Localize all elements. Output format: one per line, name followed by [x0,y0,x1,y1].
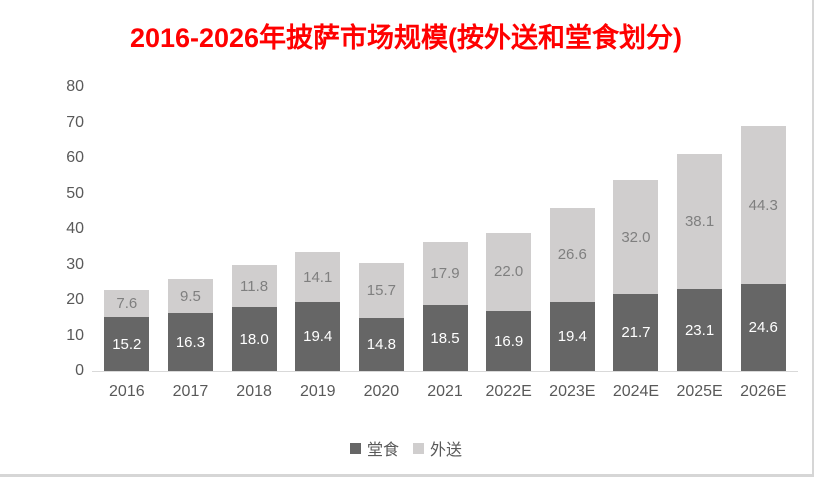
y-axis-tick-label: 80 [66,78,84,95]
y-axis-tick-label: 10 [66,326,84,344]
bar-segment-delivery: 15.7 [358,262,404,319]
x-axis-label: 2016 [109,383,145,400]
bar-segment-dine-in: 21.7 [613,293,659,371]
segment-value-label: 15.7 [366,282,396,300]
segment-value-label: 16.9 [494,332,524,350]
x-axis-label: 2021 [427,383,463,400]
segment-value-label: 18.0 [239,330,269,348]
y-axis-tick-label: 20 [66,291,84,308]
bar-stack-2016: 7.6 15.2 [104,290,150,371]
bar-stack-2022E: 22.0 16.9 [486,232,532,371]
bar-column: 38.1 23.1 [668,87,732,371]
bar-segment-delivery: 11.8 [231,265,277,308]
bar-column: 32.0 21.7 [604,87,668,371]
bar-stack-2021: 17.9 18.5 [422,241,468,371]
legend-label-delivery: 外送 [430,442,463,459]
segment-value-label: 9.5 [180,287,201,305]
segment-value-label: 18.5 [430,329,460,347]
bar-segment-delivery: 26.6 [549,207,595,303]
x-axis: 2016 2017 2018 2019 2020 2021 2022E 2023E 2024E 2… [95,383,795,401]
plot-area: 7.6 15.2 9.5 16.3 11.8 18.0 14.1 19.4 15.7 14.8 17… [95,87,795,371]
segment-value-label: 14.8 [366,336,396,354]
bar-segment-delivery: 7.6 [104,290,150,318]
segment-value-label: 24.6 [748,318,778,336]
bar-segment-dine-in: 24.6 [740,283,786,371]
bar-segment-dine-in: 18.0 [231,307,277,371]
legend: 堂食 外送 [0,436,812,460]
bar-segment-dine-in: 15.2 [104,317,150,371]
legend-label-dine-in: 堂食 [366,442,399,459]
bar-stack-2020: 15.7 14.8 [358,262,404,371]
bar-segment-delivery: 32.0 [613,180,659,294]
x-axis-label: 2020 [363,383,400,400]
y-axis-tick-label: 50 [66,184,84,202]
x-axis-label: 2017 [172,383,209,400]
bar-segment-dine-in: 19.4 [549,302,595,371]
x-axis-label: 2023E [549,383,596,400]
segment-value-label: 44.3 [748,196,778,214]
bar-column: 11.8 18.0 [222,87,286,371]
bar-segment-dine-in: 16.9 [486,311,532,371]
bar-column: 17.9 18.5 [413,87,477,371]
segment-value-label: 7.6 [116,295,138,313]
x-axis-label: 2018 [236,383,272,400]
segment-value-label: 38.1 [684,212,715,230]
bar-segment-dine-in: 14.8 [358,318,404,371]
segment-value-label: 32.0 [621,228,651,246]
bar-segment-delivery: 14.1 [295,252,341,303]
bar-segment-delivery: 44.3 [740,126,786,284]
legend-swatch-delivery [413,442,424,454]
bar-segment-dine-in: 19.4 [295,302,341,371]
segment-value-label: 19.4 [557,328,587,346]
segment-value-label: 14.1 [303,268,333,286]
legend-item-dine-in: 堂食 [349,436,399,460]
segment-value-label: 26.6 [557,246,587,264]
segment-value-label: 23.1 [684,321,715,339]
segment-value-label: 21.7 [621,323,651,341]
bar-column: 9.5 16.3 [159,87,223,371]
x-axis-line [92,371,798,372]
segment-value-label: 22.0 [494,263,524,281]
bar-stack-2018: 11.8 18.0 [231,265,277,371]
segment-value-label: 15.2 [112,335,142,353]
x-axis-label: 2024E [612,383,660,400]
segment-value-label: 16.3 [175,333,206,351]
y-axis-tick-label: 30 [66,255,84,273]
y-axis-tick-label: 0 [75,362,84,379]
y-axis-tick-label: 60 [66,149,84,166]
bar-stack-2019: 14.1 19.4 [295,252,341,371]
bar-stack-2025E: 38.1 23.1 [677,153,723,371]
chart-title: 2016-2026年披萨市场规模(按外送和堂食划分) [129,23,683,53]
legend-swatch-dine-in [349,442,361,454]
bar-column: 7.6 15.2 [95,87,159,371]
segment-value-label: 17.9 [430,265,460,283]
bar-segment-dine-in: 18.5 [422,305,468,371]
bar-column: 26.6 19.4 [540,87,604,371]
bar-column: 14.1 19.4 [286,87,350,371]
bar-stack-2024E: 32.0 21.7 [613,180,659,371]
x-axis-label: 2022E [485,383,532,400]
bar-stack-2026E: 44.3 24.6 [740,126,786,371]
bar-segment-delivery: 38.1 [677,153,723,289]
bar-stack-2023E: 26.6 19.4 [549,207,595,371]
bar-segment-delivery: 9.5 [167,279,213,314]
x-axis-label: 2019 [299,383,336,400]
bar-segment-delivery: 22.0 [486,232,532,312]
y-axis-tick-label: 70 [66,113,84,131]
bar-segment-dine-in: 16.3 [167,313,213,371]
legend-item-delivery: 外送 [413,436,462,460]
bar-segment-delivery: 17.9 [422,241,468,306]
bar-stack-2017: 9.5 16.3 [167,279,213,371]
segment-value-label: 11.8 [240,277,269,295]
bar-column: 15.7 14.8 [350,87,414,371]
segment-value-label: 19.4 [303,328,333,346]
y-axis-tick-label: 40 [66,220,84,237]
bar-column: 44.3 24.6 [731,87,795,371]
x-axis-label: 2025E [676,383,723,400]
bar-column: 22.0 16.9 [477,87,541,371]
bar-segment-dine-in: 23.1 [677,289,723,371]
x-axis-label: 2026E [740,383,787,400]
